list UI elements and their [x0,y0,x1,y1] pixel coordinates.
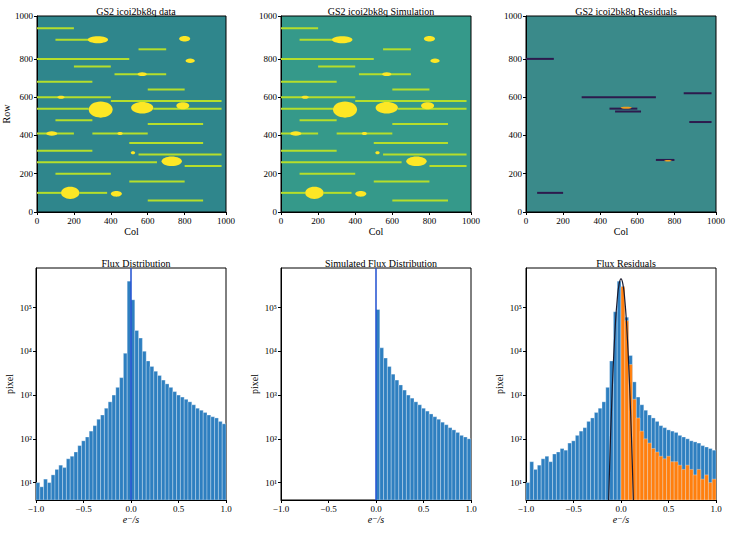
svg-text:600: 600 [20,92,34,102]
svg-text:200: 200 [67,216,81,226]
svg-text:0: 0 [29,207,34,217]
svg-text:10¹: 10¹ [510,478,522,488]
svg-text:400: 400 [348,216,362,226]
svg-text:400: 400 [509,130,523,140]
svg-text:10⁵: 10⁵ [20,303,32,313]
svg-text:GS2 icoi2bk8q Simulation: GS2 icoi2bk8q Simulation [328,6,435,17]
svg-text:1000: 1000 [707,216,726,226]
svg-text:0.5: 0.5 [663,504,675,514]
svg-text:Simulated Flux Distribution: Simulated Flux Distribution [325,258,437,269]
svg-text:−1.0: −1.0 [518,504,535,514]
svg-text:200: 200 [556,216,570,226]
svg-text:0.0: 0.0 [125,504,137,514]
svg-text:10²: 10² [510,434,522,444]
svg-text:e⁻/s: e⁻/s [123,514,139,525]
svg-text:10⁵: 10⁵ [265,303,277,313]
svg-text:1000: 1000 [259,11,278,21]
svg-text:0: 0 [273,207,278,217]
svg-text:10²: 10² [20,434,32,444]
svg-text:Row: Row [1,104,12,124]
svg-text:e⁻/s: e⁻/s [613,514,629,525]
svg-text:600: 600 [509,92,523,102]
svg-text:1.0: 1.0 [220,504,232,514]
svg-text:10⁵: 10⁵ [510,303,522,313]
svg-text:800: 800 [509,54,523,64]
svg-text:1.0: 1.0 [465,504,477,514]
svg-text:200: 200 [509,169,523,179]
svg-text:1000: 1000 [15,11,34,21]
svg-text:GS2 icoi2bk8q data: GS2 icoi2bk8q data [96,6,176,17]
svg-text:200: 200 [264,169,278,179]
svg-text:1000: 1000 [504,11,523,21]
svg-text:pixel: pixel [4,374,15,394]
svg-text:Col: Col [124,226,139,237]
svg-text:0.5: 0.5 [418,504,430,514]
svg-text:0: 0 [279,216,284,226]
svg-text:pixel: pixel [249,374,260,394]
svg-text:600: 600 [141,216,155,226]
svg-text:0: 0 [524,216,529,226]
svg-text:−1.0: −1.0 [273,504,290,514]
svg-text:10³: 10³ [510,390,522,400]
svg-text:800: 800 [423,216,437,226]
svg-text:Col: Col [369,226,384,237]
svg-text:0: 0 [518,207,523,217]
svg-text:1000: 1000 [217,216,236,226]
svg-text:400: 400 [593,216,607,226]
svg-text:600: 600 [631,216,645,226]
svg-text:Flux Distribution: Flux Distribution [101,258,170,269]
svg-text:−0.5: −0.5 [75,504,92,514]
svg-text:600: 600 [264,92,278,102]
svg-text:0.0: 0.0 [370,504,382,514]
svg-text:10³: 10³ [20,390,32,400]
svg-text:800: 800 [668,216,682,226]
svg-text:800: 800 [178,216,192,226]
svg-text:10³: 10³ [265,390,277,400]
svg-text:−0.5: −0.5 [320,504,337,514]
svg-text:10⁴: 10⁴ [510,346,522,356]
svg-text:Flux Residuals: Flux Residuals [596,258,656,269]
svg-text:GS2 icoi2bk8q Residuals: GS2 icoi2bk8q Residuals [575,6,677,17]
svg-text:0.0: 0.0 [615,504,627,514]
svg-text:−1.0: −1.0 [28,504,45,514]
svg-text:10⁴: 10⁴ [20,346,32,356]
svg-text:200: 200 [311,216,325,226]
svg-text:1000: 1000 [462,216,481,226]
svg-text:400: 400 [104,216,118,226]
svg-text:10¹: 10¹ [20,478,32,488]
svg-text:800: 800 [20,54,34,64]
svg-text:0.5: 0.5 [173,504,185,514]
svg-text:800: 800 [264,54,278,64]
svg-text:600: 600 [386,216,400,226]
svg-text:−0.5: −0.5 [565,504,582,514]
svg-text:400: 400 [264,130,278,140]
svg-text:200: 200 [20,169,34,179]
svg-text:e⁻/s: e⁻/s [368,514,384,525]
svg-text:400: 400 [20,130,34,140]
svg-text:pixel: pixel [494,374,505,394]
svg-text:0: 0 [35,216,40,226]
svg-text:Col: Col [614,226,629,237]
svg-text:10²: 10² [265,434,277,444]
svg-text:10¹: 10¹ [265,478,277,488]
svg-text:10⁴: 10⁴ [265,346,277,356]
svg-text:1.0: 1.0 [710,504,722,514]
